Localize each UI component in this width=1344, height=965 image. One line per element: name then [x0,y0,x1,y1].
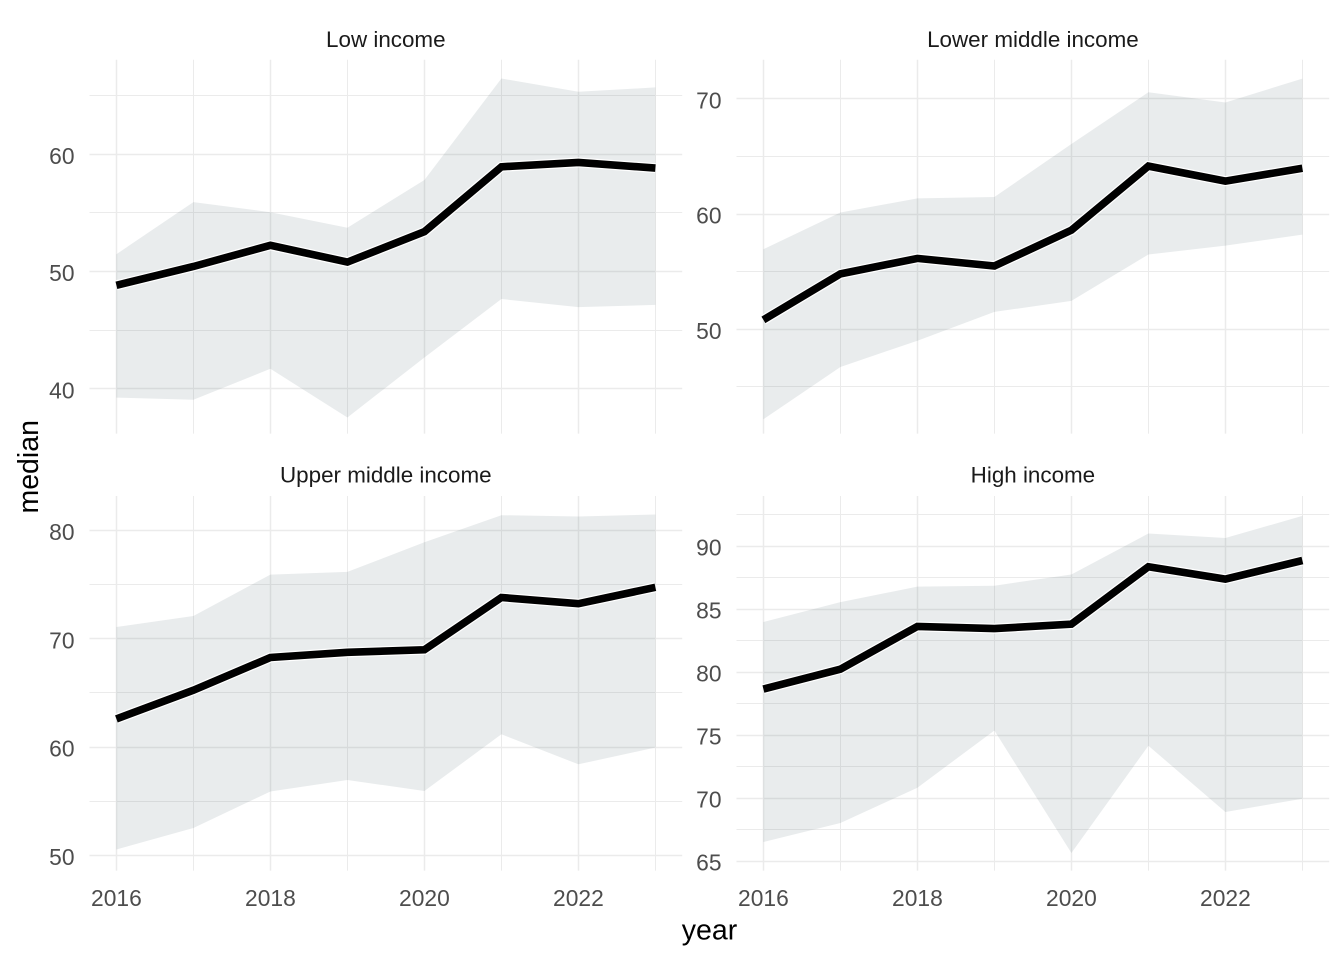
svg-text:60: 60 [696,203,721,229]
svg-text:85: 85 [696,598,721,624]
svg-text:High income: High income [971,462,1095,487]
svg-text:2018: 2018 [892,885,943,911]
svg-text:Upper middle income: Upper middle income [280,462,492,487]
svg-text:2016: 2016 [738,885,789,911]
svg-text:60: 60 [49,736,74,762]
svg-text:70: 70 [696,787,721,813]
svg-text:50: 50 [696,318,721,344]
svg-text:2022: 2022 [553,885,604,911]
svg-text:70: 70 [49,627,74,653]
svg-text:75: 75 [696,724,721,750]
svg-text:2018: 2018 [245,885,296,911]
svg-text:2016: 2016 [91,885,142,911]
svg-text:80: 80 [49,519,74,545]
svg-text:median: median [13,420,45,513]
svg-text:40: 40 [49,377,74,403]
svg-text:year: year [682,915,738,947]
svg-text:Low income: Low income [326,27,445,52]
svg-text:80: 80 [696,661,721,687]
svg-text:50: 50 [49,844,74,870]
svg-text:90: 90 [696,535,721,561]
svg-text:70: 70 [696,87,721,113]
svg-text:2020: 2020 [1046,885,1097,911]
svg-text:65: 65 [696,850,721,876]
svg-text:60: 60 [49,143,74,169]
svg-text:50: 50 [49,260,74,286]
svg-text:2022: 2022 [1200,885,1251,911]
svg-text:2020: 2020 [399,885,450,911]
svg-text:Lower middle income: Lower middle income [927,27,1139,52]
